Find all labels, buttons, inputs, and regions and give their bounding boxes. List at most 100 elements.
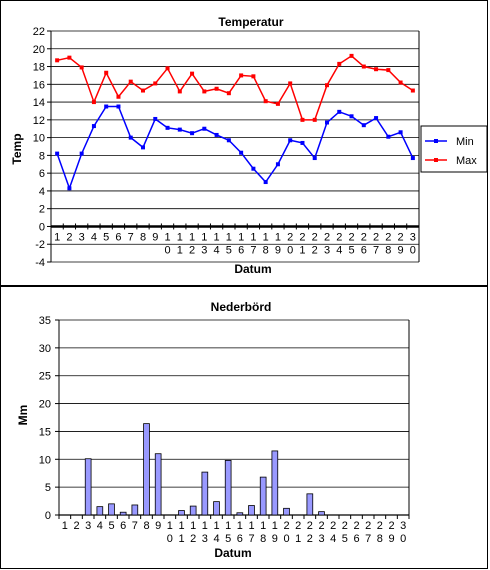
data-point [214,132,219,137]
x-tick-label: 5 [225,533,231,545]
data-point [263,99,268,104]
x-tick-label: 1 [167,520,173,532]
data-point [165,66,170,71]
data-point [67,186,72,191]
series-line-min [56,105,414,191]
data-point [312,117,317,122]
x-tick-label: 3 [202,533,208,545]
x-tick-label: 5 [342,533,348,545]
x-tick-label: 0 [283,533,289,545]
y-tick-label: 30 [39,343,51,355]
x-tick-label: 4 [214,244,220,256]
x-tick-label: 3 [318,533,324,545]
y-tick-label: 20 [33,44,45,56]
x-tick-label: 8 [143,520,149,532]
x-tick-label: 4 [97,520,103,532]
bar [236,512,244,516]
x-tick-label: 2 [361,231,367,243]
x-tick-label: 1 [260,520,266,532]
y-tick-label: 15 [39,426,51,438]
data-point [141,145,145,150]
data-point [116,104,121,109]
x-tick-label: 7 [365,533,371,545]
data-point [251,74,256,79]
bar [178,510,185,516]
x-tick-label: 0 [400,533,406,545]
x-tick-label: 2 [377,520,383,532]
y-tick-label: 22 [33,26,45,38]
x-tick-label: 2 [295,520,301,532]
series-line-max [56,54,414,121]
x-tick-label: 2 [365,520,371,532]
x-tick-label: 1 [177,231,183,243]
x-tick-label: 9 [272,533,278,545]
data-point [398,80,403,85]
x-tick-label: 8 [260,533,266,545]
x-tick-label: 2 [312,244,318,256]
x-tick-label: 2 [398,231,404,243]
bar [154,453,162,516]
x-tick-label: 2 [307,533,313,545]
data-point [91,124,96,129]
x-tick-label: 4 [330,533,336,545]
data-point [398,130,403,135]
data-point [153,116,158,121]
x-tick-label: 2 [336,231,342,243]
x-tick-label: 2 [312,231,318,243]
precipitation-y-axis-title: Mm [16,405,30,426]
x-tick-label: 1 [263,231,269,243]
y-tick-label: 20 [39,399,51,411]
y-tick-label: 12 [33,115,45,127]
data-point [79,65,84,70]
x-tick-label: 3 [201,244,207,256]
x-tick-label: 1 [178,520,184,532]
x-tick-label: 1 [226,231,232,243]
x-tick-label: 1 [250,231,256,243]
x-tick-label: 3 [400,520,406,532]
temperature-y-axis-title: Temp [10,133,24,164]
x-tick-label: 1 [177,244,183,256]
y-tick-label: 35 [39,315,51,327]
data-point [386,134,391,139]
precipitation-x-axis-title: Datum [214,546,251,560]
x-tick-label: 2 [353,520,359,532]
x-tick-label: 2 [189,244,195,256]
x-tick-label: 1 [62,520,68,532]
data-point [300,140,305,145]
data-point [202,89,207,94]
x-tick-label: 0 [164,244,170,256]
data-point [374,67,379,72]
x-tick-label: 2 [283,520,289,532]
data-point [55,151,60,156]
x-tick-label: 1 [178,533,184,545]
data-point [214,86,219,91]
bar [271,450,279,516]
x-tick-label: 7 [373,244,379,256]
bar [213,501,220,516]
y-tick-label: 0 [45,510,51,522]
x-tick-label: 2 [330,520,336,532]
legend-max-marker [434,158,438,162]
x-tick-label: 1 [201,231,207,243]
y-tick-label: 16 [33,79,45,91]
y-tick-label: 18 [33,62,45,74]
x-tick-label: 3 [85,520,91,532]
x-tick-label: 2 [190,533,196,545]
y-tick-label: 5 [45,482,51,494]
y-tick-label: 25 [39,371,51,383]
data-point [386,68,391,73]
x-tick-label: 0 [167,533,173,545]
x-tick-label: 6 [120,520,126,532]
y-tick-label: -2 [35,239,45,251]
data-point [374,116,379,121]
x-tick-label: 1 [164,231,170,243]
x-tick-label: 2 [318,520,324,532]
data-point [251,166,256,171]
x-tick-label: 3 [410,231,416,243]
x-tick-label: 3 [324,244,330,256]
x-tick-label: 7 [248,533,254,545]
x-tick-label: 2 [73,520,79,532]
x-tick-label: 1 [238,231,244,243]
x-tick-label: 9 [155,520,161,532]
